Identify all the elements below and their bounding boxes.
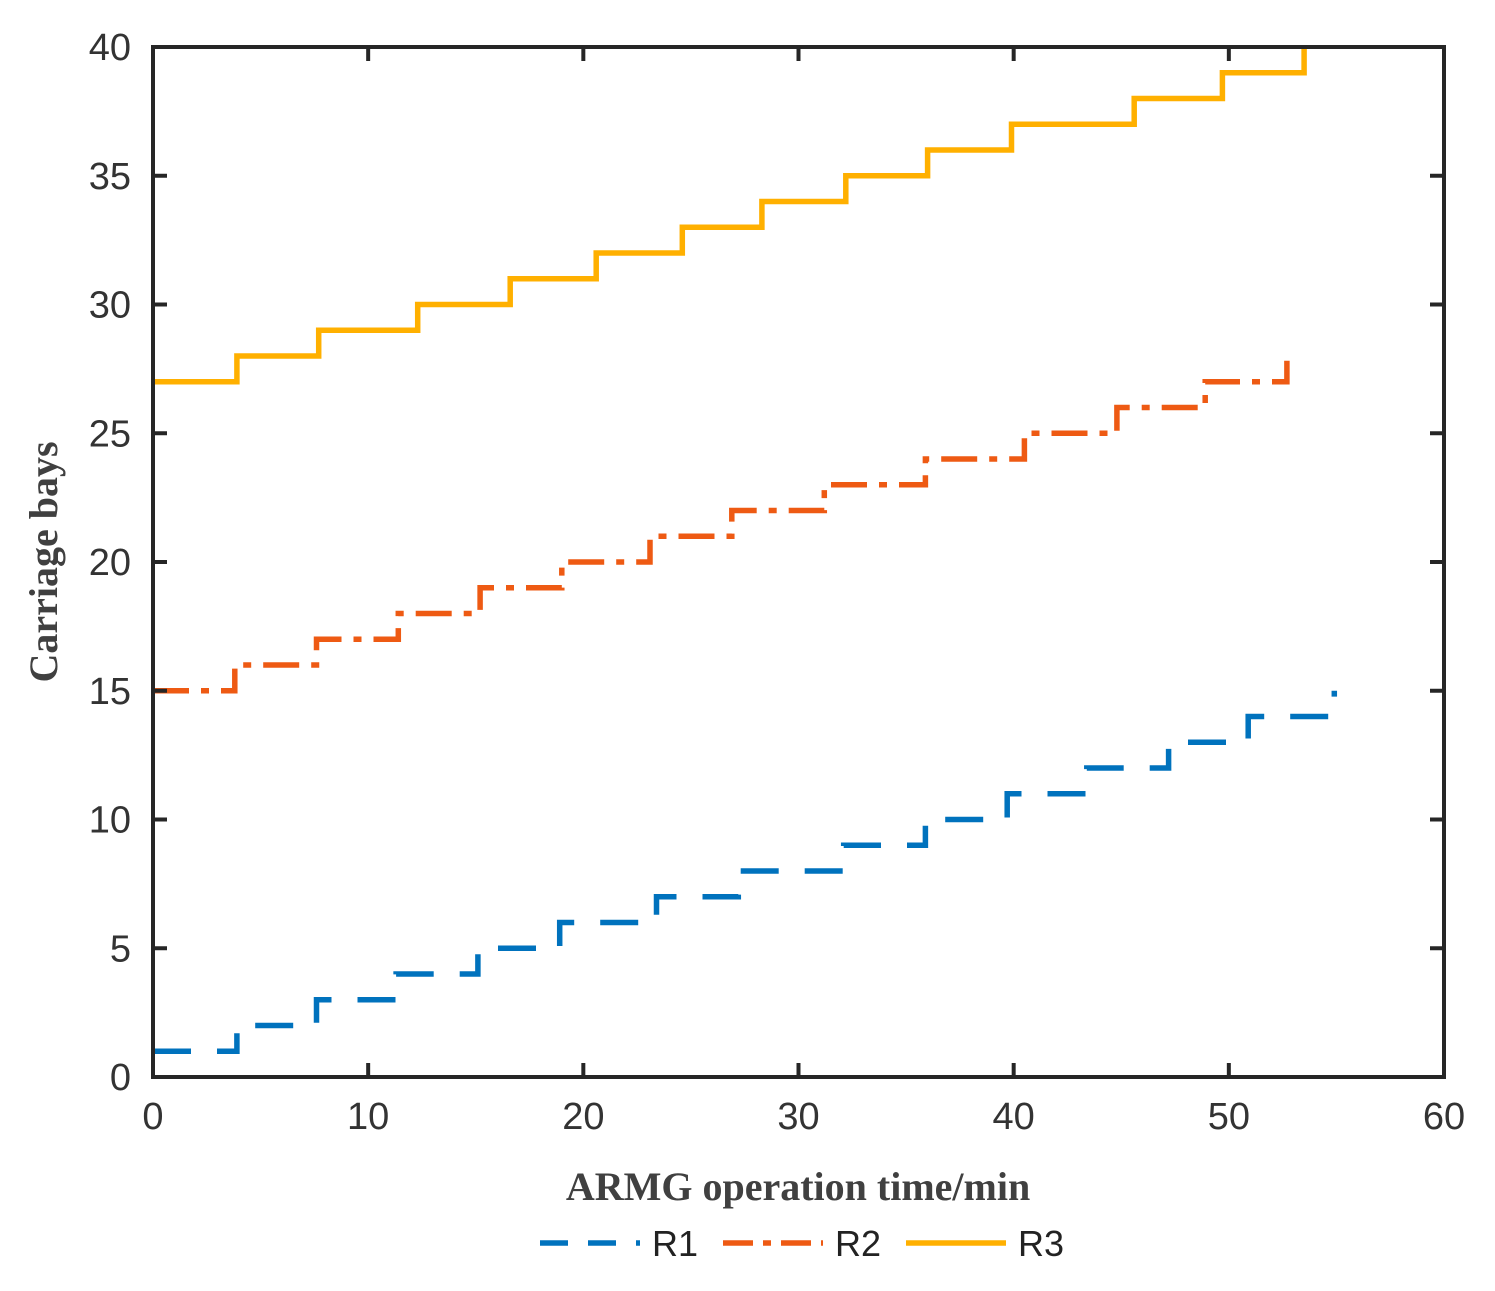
y-tick-label: 40 bbox=[89, 27, 131, 69]
y-axis-title: Carriage bays bbox=[21, 441, 66, 682]
y-tick-label: 30 bbox=[89, 285, 131, 327]
x-tick-label: 40 bbox=[993, 1096, 1035, 1138]
ticks-layer bbox=[151, 45, 1446, 1079]
x-tick-label: 0 bbox=[142, 1096, 163, 1138]
series-layer bbox=[153, 47, 1338, 1055]
x-axis-title: ARMG operation time/min bbox=[566, 1164, 1030, 1209]
series-line-r3 bbox=[153, 47, 1307, 385]
y-tick-label: 5 bbox=[110, 928, 131, 970]
plot-area bbox=[151, 45, 1446, 1079]
x-tick-label: 10 bbox=[347, 1096, 389, 1138]
y-tick-label: 15 bbox=[89, 671, 131, 713]
series-line-r1 bbox=[153, 690, 1338, 1055]
y-tick-label: 10 bbox=[89, 800, 131, 842]
y-tick-label: 35 bbox=[89, 156, 131, 198]
y-tick-label: 0 bbox=[110, 1057, 131, 1099]
legend-label-r3: R3 bbox=[1018, 1223, 1064, 1264]
legend-label-r2: R2 bbox=[835, 1223, 881, 1264]
legend: R1 R2 R3 bbox=[540, 1223, 1064, 1264]
x-tick-label: 50 bbox=[1208, 1096, 1250, 1138]
series-line-r2 bbox=[153, 356, 1290, 694]
x-tick-label: 30 bbox=[777, 1096, 819, 1138]
y-tick-label: 25 bbox=[89, 413, 131, 455]
legend-label-r1: R1 bbox=[652, 1223, 698, 1264]
x-tick-label: 60 bbox=[1423, 1096, 1465, 1138]
y-tick-labels: 0 5 10 15 20 25 30 35 40 bbox=[89, 27, 131, 1099]
y-tick-label: 20 bbox=[89, 542, 131, 584]
x-tick-label: 20 bbox=[562, 1096, 604, 1138]
x-tick-labels: 0 10 20 30 40 50 60 bbox=[142, 1096, 1465, 1138]
